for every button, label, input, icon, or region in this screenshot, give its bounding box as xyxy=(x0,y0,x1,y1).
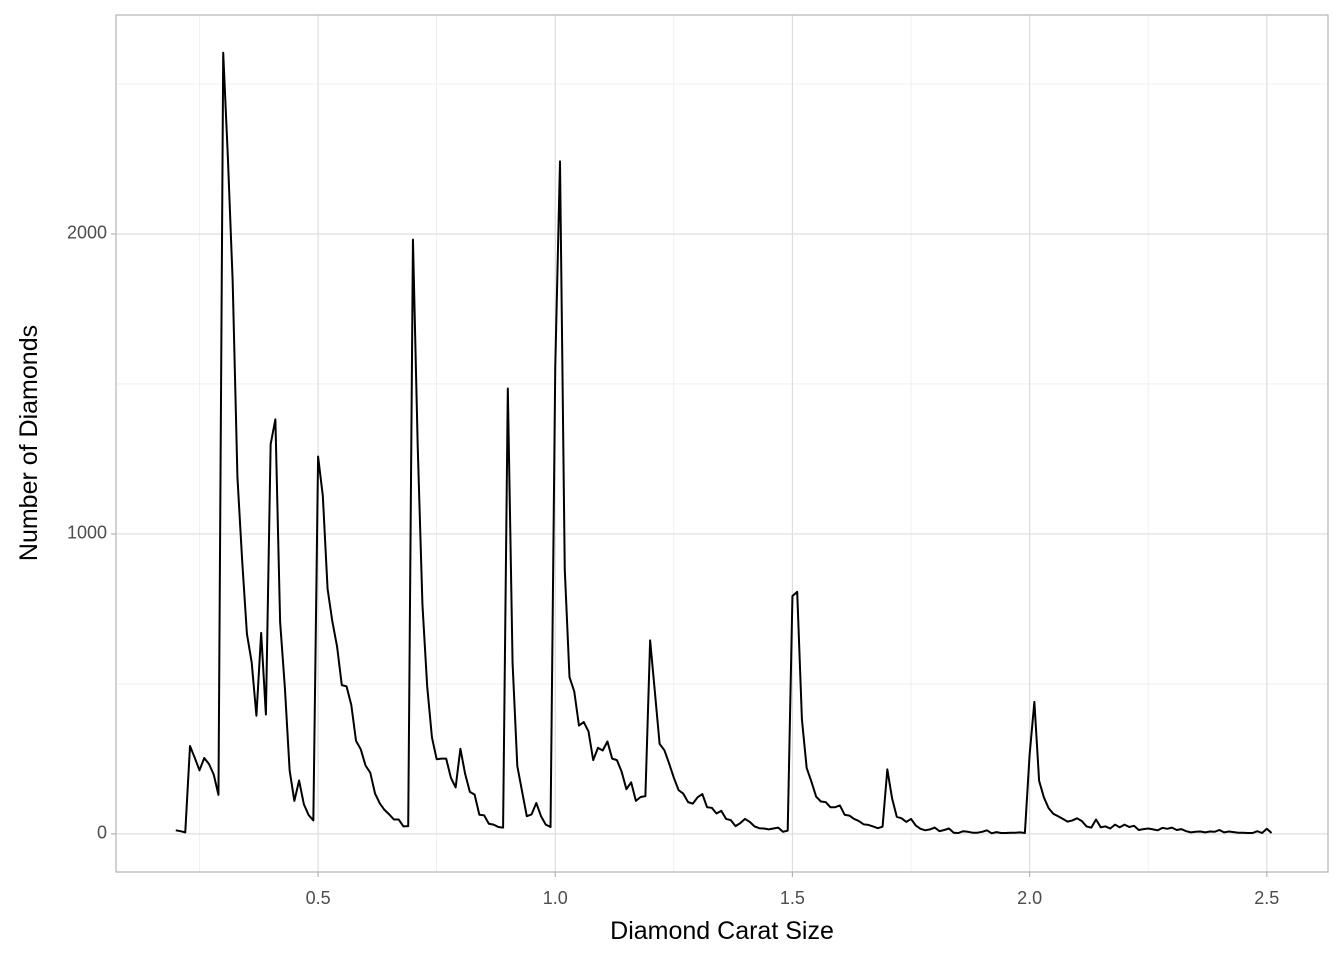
panel-border xyxy=(115,14,1329,873)
x-tick-label: 2.0 xyxy=(1017,888,1042,908)
data-line xyxy=(175,51,1273,835)
y-tick-label: 2000 xyxy=(67,223,107,243)
y-tick-label: 1000 xyxy=(67,523,107,543)
y-tick-label: 0 xyxy=(97,823,107,843)
x-tick-label: 1.5 xyxy=(780,888,805,908)
y-axis-title: Number of Diamonds xyxy=(15,325,43,561)
grid xyxy=(116,15,1328,872)
plot-area xyxy=(175,51,1273,835)
x-tick-label: 0.5 xyxy=(306,888,331,908)
x-tick-label: 2.5 xyxy=(1254,888,1279,908)
x-axis-title: Diamond Carat Size xyxy=(610,917,834,945)
x-tick-label: 1.0 xyxy=(543,888,568,908)
